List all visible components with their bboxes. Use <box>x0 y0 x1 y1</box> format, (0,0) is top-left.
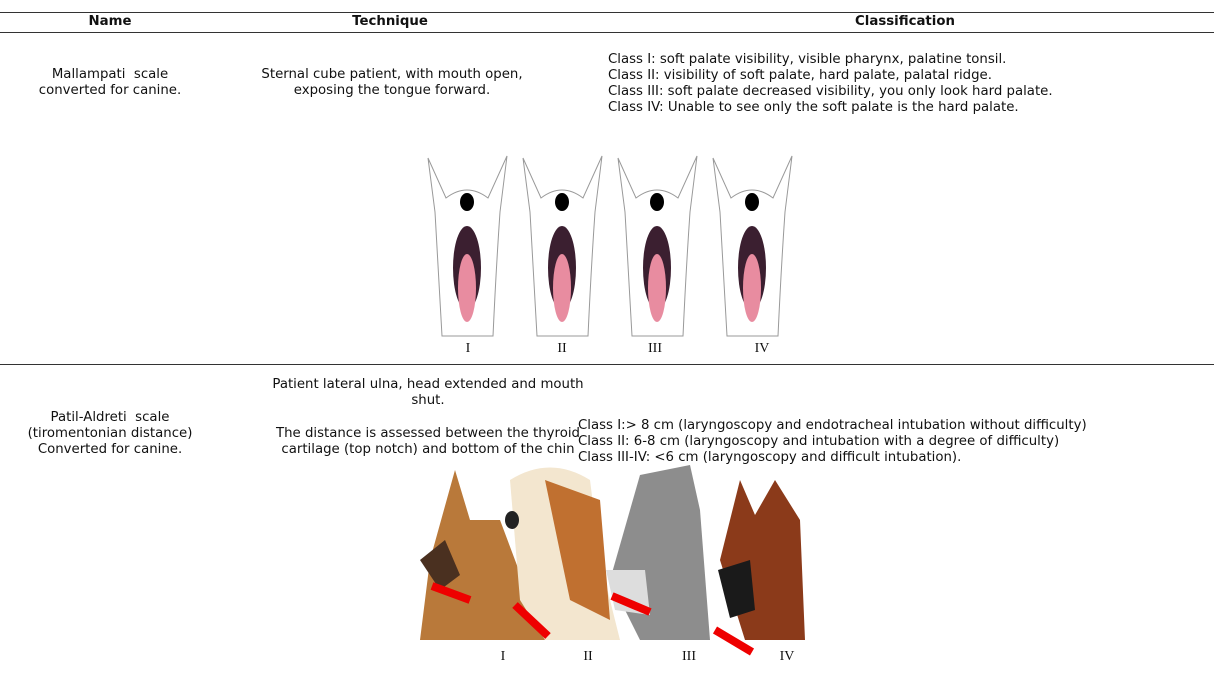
technique-text: Sternal cube patient, with mouth open, <box>261 67 523 82</box>
dog-illustration <box>427 155 508 337</box>
classification-text: Class I:> 8 cm (laryngoscopy and endotra… <box>578 418 1087 433</box>
header-rule <box>0 32 1214 33</box>
figure-label: I <box>500 649 506 664</box>
dog-illustration <box>522 155 603 337</box>
figure-label: IV <box>779 649 795 664</box>
breed-illustrations <box>420 465 805 656</box>
name-text: Mallampati scale <box>51 67 169 82</box>
figure-label: II <box>583 649 593 664</box>
technique-text: shut. <box>411 393 445 408</box>
figure-label: II <box>557 341 567 356</box>
name-text: Patil-Aldreti scale <box>50 410 170 425</box>
figure-label: IV <box>754 341 770 356</box>
classification-text: Class IV: Unable to see only the soft pa… <box>608 100 1019 115</box>
technique-text: The distance is assessed between the thy… <box>276 426 580 441</box>
figure-label: III <box>648 341 662 356</box>
classification-text: Class II: visibility of soft palate, har… <box>608 68 992 83</box>
dog-illustration <box>712 155 793 337</box>
column-header: Classification <box>855 14 955 29</box>
dog-illustration <box>617 155 698 337</box>
technique-text: Patient lateral ulna, head extended and … <box>272 377 584 392</box>
figure-label: I <box>465 341 471 356</box>
column-header: Name <box>88 14 132 29</box>
name-text: converted for canine. <box>38 83 182 98</box>
technique-text: cartilage (top notch) and bottom of the … <box>281 442 575 457</box>
classification-text: Class III-IV: <6 cm (laryngoscopy and di… <box>578 450 962 465</box>
classification-text: Class I: soft palate visibility, visible… <box>608 52 1007 67</box>
name-text: (tiromentonian distance) <box>27 426 193 441</box>
column-header: Technique <box>352 14 428 29</box>
technique-text: exposing the tongue forward. <box>293 83 491 98</box>
figure-label: III <box>682 649 696 664</box>
table-top-rule <box>0 12 1214 13</box>
name-text: Converted for canine. <box>37 442 183 457</box>
classification-text: Class III: soft palate decreased visibil… <box>608 84 1053 99</box>
classification-text: Class II: 6-8 cm (laryngoscopy and intub… <box>578 434 1060 449</box>
row-rule <box>0 364 1214 365</box>
